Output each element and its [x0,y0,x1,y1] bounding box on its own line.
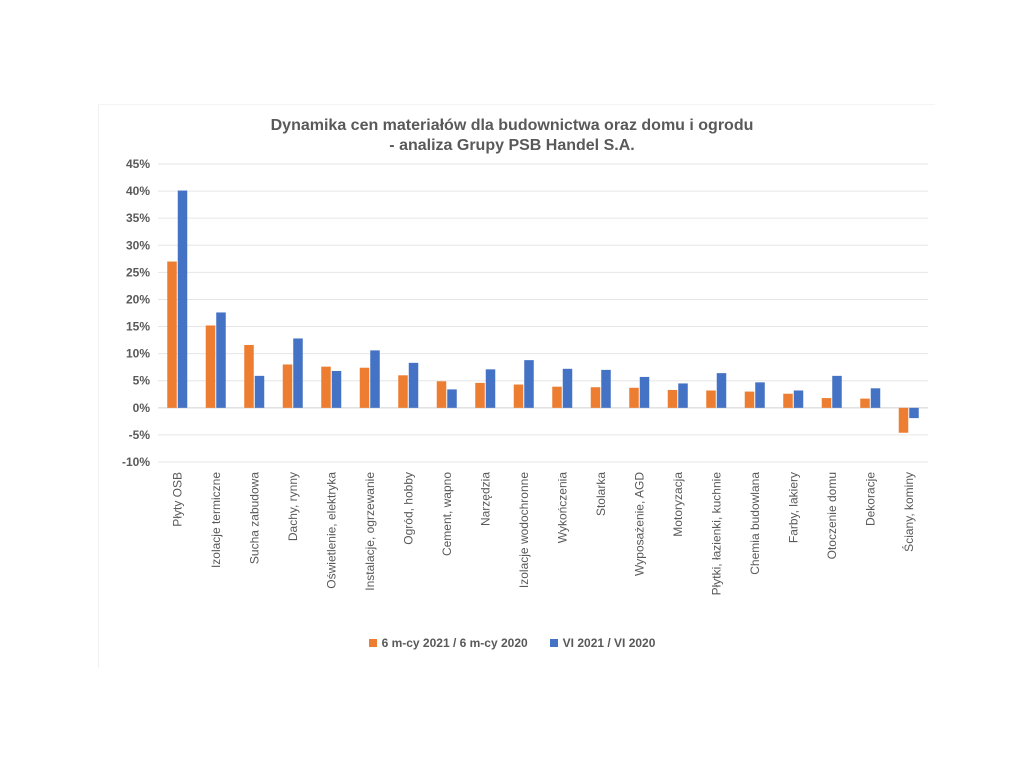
y-tick-label: 20% [126,292,150,306]
bar-series-1 [744,391,755,408]
y-tick-label: 35% [126,211,150,225]
x-tick-label: Oświetlenie, elektryka [324,472,338,589]
bar-series-2 [870,388,881,408]
y-tick-label: 5% [133,374,151,388]
chart-title-line-1: Dynamika cen materiałów dla budownictwa … [270,117,754,134]
bar-series-1 [860,398,870,408]
y-tick-label: 25% [126,265,150,279]
bar-series-2 [370,350,380,408]
y-tick-label: -5% [129,428,151,442]
bar-series-2 [485,369,496,408]
x-tick-label: Sucha zabudowa [247,472,261,564]
bar-series-2 [755,382,765,408]
bar-series-1 [821,398,832,408]
bar-series-2 [331,370,342,408]
bar-series-1 [783,393,793,408]
y-tick-label: -10% [122,455,150,469]
legend: 6 m-cy 2021 / 6 m-cy 2020 VI 2021 / VI 2… [0,636,1024,650]
x-tick-label: Ogród, hobby [401,472,415,545]
bar-series-1 [898,407,909,433]
legend-item-series-1: 6 m-cy 2021 / 6 m-cy 2020 [368,636,528,650]
legend-swatch-orange [368,639,377,647]
bar-series-1 [359,367,370,408]
x-tick-label: Narzędzia [478,472,492,526]
x-tick-label: Ściany, kominy [901,472,916,552]
bar-series-2 [447,389,457,408]
bar-series-2 [177,190,188,408]
bar-series-2 [562,368,573,408]
x-tick-label: Wykończenia [555,472,569,544]
x-tick-label: Chemia budowlana [748,472,762,575]
legend-swatch-blue [549,639,558,647]
bar-series-1 [436,381,447,408]
y-tick-label: 40% [126,184,150,198]
legend-label-series-1: 6 m-cy 2021 / 6 m-cy 2020 [381,636,528,650]
bar-series-1 [167,261,177,408]
bar-series-2 [639,376,650,408]
bars [167,190,919,433]
bar-series-2 [716,373,727,408]
bar-series-2 [678,383,688,408]
y-axis-ticks: -10% -5% 0% 5% 10% 15% 20% 25% 30% 35% 40% 45% [122,157,150,469]
bar-series-2 [254,375,265,408]
bar-series-1 [590,387,601,408]
x-tick-label: Płyty OSB [170,472,184,527]
bar-series-1 [282,364,293,408]
bar-series-2 [524,360,534,408]
bar-series-2 [408,362,419,408]
bar-series-1 [205,325,216,408]
x-tick-label: Instalacje, ogrzewanie [363,472,377,591]
bar-series-1 [321,366,331,408]
bar-series-1 [629,387,639,408]
x-axis-ticks: Płyty OSB Izolacje termiczne Sucha zabudow… [170,472,916,596]
bar-series-2 [793,390,804,408]
bar-series-2 [909,407,919,419]
bar-series-1 [513,384,524,408]
x-tick-label: Otoczenie domu [825,472,839,559]
x-tick-label: Motoryzacja [671,472,685,537]
bar-series-1 [475,382,485,408]
x-tick-label: Wyposażenie, AGD [632,472,646,576]
bar-series-1 [552,386,562,408]
legend-item-series-2: VI 2021 / VI 2020 [549,636,656,650]
bar-series-1 [244,344,254,408]
bar-series-2 [601,369,611,408]
x-tick-label: Stolarka [594,472,608,516]
y-tick-label: 10% [126,347,150,361]
x-tick-label: Farby, lakiery [786,472,800,543]
x-tick-label: Izolacje termiczne [209,472,223,568]
bar-series-1 [667,389,678,408]
y-tick-label: 45% [126,157,150,171]
x-tick-label: Dekoracje [863,472,877,526]
x-tick-label: Izolacje wodochronne [517,472,531,588]
gridlines [158,163,928,463]
chart-title-line-2: - analiza Grupy PSB Handel S.A. [389,137,635,154]
y-tick-label: 15% [126,320,150,334]
y-tick-label: 0% [133,401,151,415]
bar-series-1 [706,390,716,408]
bar-series-1 [398,375,408,408]
bar-series-2 [832,375,842,408]
x-tick-label: Dachy, rynny [286,472,300,541]
legend-label-series-2: VI 2021 / VI 2020 [562,636,656,650]
y-tick-label: 30% [126,238,150,252]
bar-series-2 [216,312,226,408]
bar-series-2 [293,338,303,408]
x-tick-label: Płytki, łazienki, kuchnie [709,472,723,596]
x-tick-label: Cement, wapno [440,472,454,556]
